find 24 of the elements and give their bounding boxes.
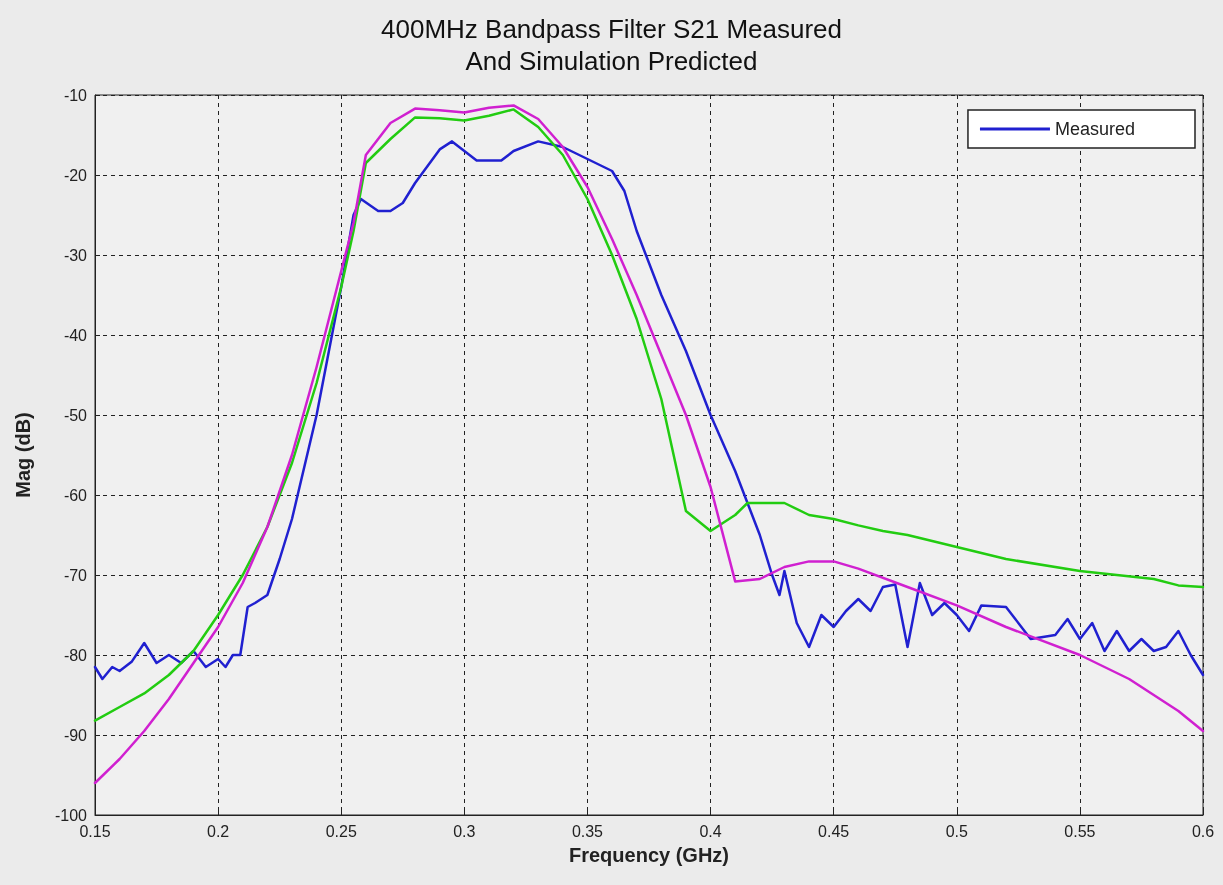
- y-tick-label: -20: [63, 166, 88, 184]
- x-tick-label: 0.2: [206, 822, 230, 840]
- y-tick-label: -70: [63, 566, 88, 584]
- x-axis-title: Frequency (GHz): [568, 844, 730, 866]
- x-tick-label: 0.55: [1064, 822, 1096, 840]
- y-tick-label: -90: [63, 726, 88, 744]
- x-tick-label: 0.3: [453, 822, 476, 840]
- x-tick-label: 0.15: [79, 822, 111, 840]
- legend-label: Measured: [1054, 119, 1135, 139]
- x-tick-label: 0.35: [571, 822, 604, 840]
- y-tick-label: -10: [63, 86, 88, 104]
- x-tick-label: 0.5: [945, 822, 968, 840]
- y-tick-label: -50: [63, 406, 88, 424]
- y-axis-title: Mag (dB): [12, 412, 34, 498]
- x-tick-label: 0.45: [818, 822, 850, 840]
- x-tick-label: 0.4: [699, 822, 722, 840]
- x-tick-label: 0.6: [1191, 822, 1215, 840]
- y-tick-label: -30: [63, 246, 88, 264]
- x-tick-label: 0.25: [325, 822, 357, 840]
- y-tick-label: -60: [63, 486, 88, 504]
- y-tick-label: -80: [63, 646, 88, 664]
- y-tick-label: -40: [63, 326, 88, 344]
- chart-title: 400MHz Bandpass Filter S21 Measured And Simulation Predicted: [380, 14, 843, 76]
- y-tick-label: -100: [54, 806, 88, 824]
